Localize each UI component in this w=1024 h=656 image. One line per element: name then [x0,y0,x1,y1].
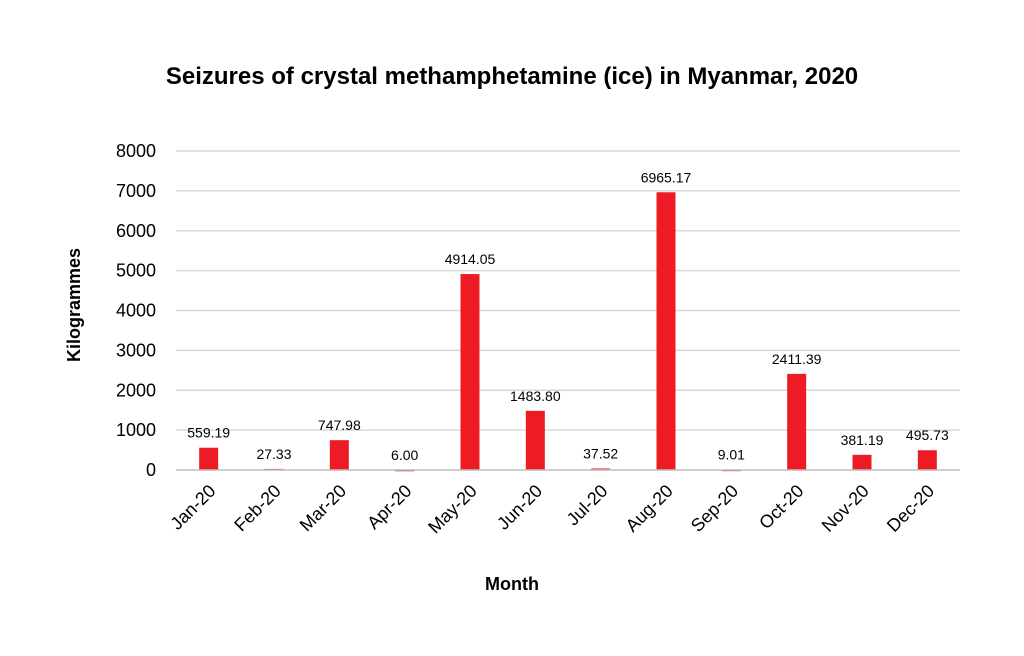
bar [460,274,480,470]
x-tick-label: Jul-20 [563,481,612,530]
x-tick-label: Nov-20 [818,481,873,536]
data-label: 4914.05 [445,251,496,267]
data-label: 495.73 [906,427,949,443]
y-tick-label: 6000 [116,221,156,241]
x-tick-label: Mar-20 [296,481,350,535]
x-tick-label: Oct-20 [755,481,807,533]
x-tick-label: Aug-20 [622,481,677,536]
data-label: 9.01 [718,447,745,463]
y-axis-title: Kilogrammes [64,248,84,362]
y-tick-label: 0 [146,460,156,480]
data-label: 2411.39 [772,351,822,367]
y-tick-label: 8000 [116,141,156,161]
y-tick-label: 1000 [116,420,156,440]
bar [852,454,872,470]
y-axis-ticks: 0 1000 2000 3000 4000 5000 6000 7000 8000 [116,141,156,480]
data-label: 559.19 [187,425,230,441]
bar [656,192,676,470]
data-label: 381.19 [841,432,884,448]
bar [787,373,807,470]
data-label: 1483.80 [510,388,561,404]
bars [199,192,937,472]
x-tick-label: Jan-20 [166,481,219,534]
y-tick-label: 2000 [116,380,156,400]
data-label: 37.52 [583,446,618,462]
data-labels: 559.19 27.33 747.98 6.00 4914.05 1483.80 37.52… [187,169,949,462]
data-label: 6965.17 [641,169,692,185]
bar [917,450,937,470]
y-tick-label: 4000 [116,301,156,321]
gridlines [176,150,960,431]
x-tick-label: Dec-20 [883,481,938,536]
bar [329,440,349,470]
x-tick-label: May-20 [424,481,481,538]
data-label: 27.33 [256,446,291,462]
x-tick-label: Jun-20 [493,481,546,534]
y-tick-label: 7000 [116,181,156,201]
x-axis-ticks: Jan-20 Feb-20 Mar-20 Apr-20 May-20 Jun-20 Jul-… [166,481,938,538]
x-axis-title: Month [485,574,539,594]
x-tick-label: Apr-20 [363,481,415,533]
y-tick-label: 5000 [116,261,156,281]
bar [525,410,545,470]
x-tick-label: Feb-20 [230,481,284,535]
y-tick-label: 3000 [116,340,156,360]
data-label: 6.00 [391,447,418,463]
data-label: 747.98 [318,417,361,433]
chart-title: Seizures of crystal methamphetamine (ice… [166,63,858,90]
x-tick-label: Sep-20 [687,481,742,536]
bar [199,447,219,470]
